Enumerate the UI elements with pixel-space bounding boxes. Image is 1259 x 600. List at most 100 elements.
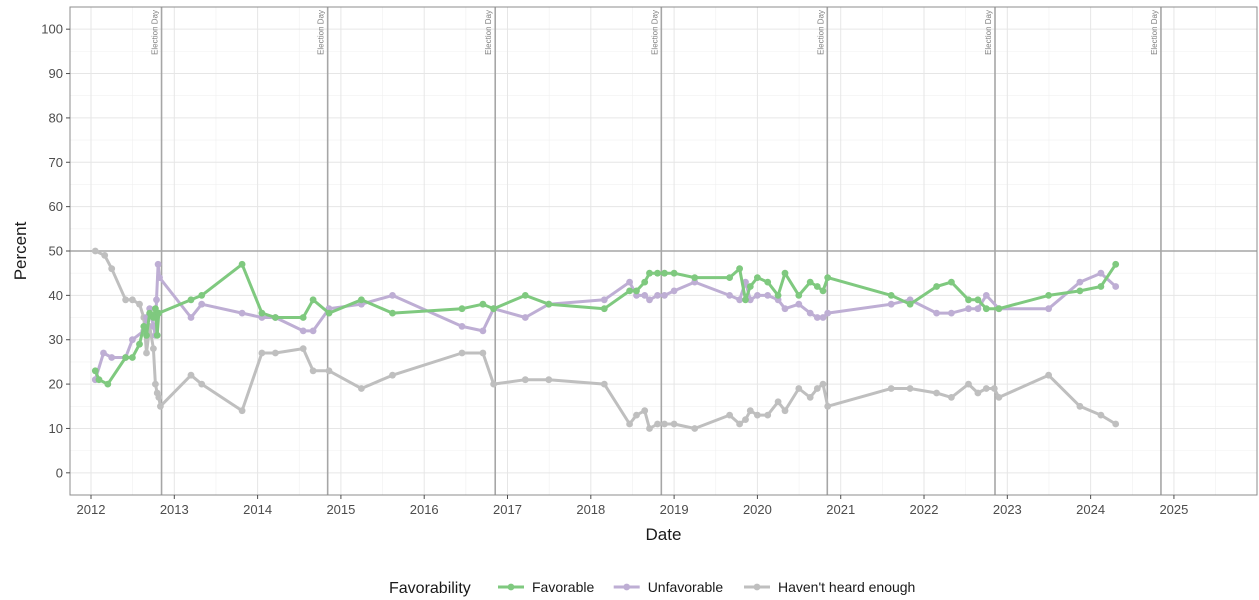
point-unfavorable [746, 296, 754, 304]
y-tick-label: 20 [49, 377, 63, 392]
point-favorable [646, 269, 653, 277]
point-haven-t-heard-enough [641, 407, 649, 415]
point-favorable [150, 314, 157, 321]
point-haven-t-heard-enough [1112, 420, 1120, 428]
point-unfavorable [600, 296, 608, 304]
point-unfavorable [806, 309, 814, 317]
point-haven-t-heard-enough [272, 349, 279, 357]
point-haven-t-heard-enough [238, 407, 246, 415]
election-day-label: Election Day [317, 10, 326, 55]
point-favorable [325, 309, 333, 317]
point-haven-t-heard-enough [122, 296, 129, 304]
point-unfavorable [813, 314, 821, 321]
point-haven-t-heard-enough [479, 349, 487, 357]
point-favorable [670, 269, 678, 277]
point-favorable [736, 265, 743, 273]
point-haven-t-heard-enough [490, 380, 497, 388]
point-unfavorable [781, 305, 789, 313]
y-tick-label: 0 [56, 465, 63, 480]
election-day-label: Election Day [1150, 10, 1159, 55]
x-tick-label: 2016 [410, 502, 439, 517]
point-favorable [764, 278, 772, 286]
legend-label: Haven't heard enough [778, 579, 915, 595]
legend-key-favorable: Favorable [498, 579, 594, 595]
point-favorable [521, 292, 529, 299]
point-haven-t-heard-enough [813, 385, 821, 392]
point-haven-t-heard-enough [906, 385, 914, 392]
point-haven-t-heard-enough [150, 345, 157, 352]
election-day-label: Election Day [151, 10, 160, 55]
series-unfavorable [91, 260, 1120, 384]
point-unfavorable [1076, 278, 1084, 286]
point-haven-t-heard-enough [91, 247, 99, 255]
point-haven-t-heard-enough [600, 380, 608, 388]
point-unfavorable [1097, 269, 1105, 277]
point-unfavorable [479, 327, 487, 335]
point-favorable [633, 287, 640, 295]
point-haven-t-heard-enough [995, 394, 1003, 401]
point-favorable [258, 309, 266, 317]
point-haven-t-heard-enough [521, 376, 529, 384]
point-unfavorable [824, 309, 832, 317]
point-favorable [887, 292, 895, 299]
point-haven-t-heard-enough [358, 385, 365, 392]
point-unfavorable [670, 287, 678, 295]
point-unfavorable [100, 349, 107, 357]
x-tick-label: 2021 [826, 502, 855, 517]
y-tick-label: 90 [49, 66, 63, 81]
point-haven-t-heard-enough [129, 296, 136, 304]
point-favorable [641, 278, 649, 286]
point-haven-t-heard-enough [742, 416, 749, 423]
point-favorable [626, 287, 633, 295]
point-unfavorable [299, 327, 307, 335]
y-tick-label: 60 [49, 199, 63, 214]
point-haven-t-heard-enough [746, 407, 754, 415]
x-tick-label: 2014 [243, 502, 272, 517]
point-haven-t-heard-enough [670, 420, 678, 428]
point-favorable [91, 367, 99, 375]
point-haven-t-heard-enough [1076, 402, 1084, 410]
y-axis-title: Percent [11, 221, 30, 280]
point-haven-t-heard-enough [1097, 411, 1105, 419]
point-unfavorable [1045, 305, 1052, 313]
point-haven-t-heard-enough [101, 252, 109, 259]
point-haven-t-heard-enough [187, 371, 195, 379]
point-unfavorable [108, 354, 116, 361]
point-haven-t-heard-enough [819, 380, 827, 388]
point-unfavorable [521, 314, 529, 321]
legend: Favorability Favorable Unfavorable Haven't… [389, 579, 915, 597]
point-haven-t-heard-enough [198, 380, 206, 388]
point-favorable [600, 305, 608, 313]
line-favorable [93, 262, 1118, 386]
election-day-label: Election Day [650, 10, 659, 55]
point-favorable [140, 323, 148, 330]
point-unfavorable [389, 292, 396, 299]
point-haven-t-heard-enough [258, 349, 266, 357]
point-haven-t-heard-enough [933, 389, 940, 397]
point-favorable [754, 274, 761, 281]
point-haven-t-heard-enough [974, 389, 982, 397]
point-favorable [781, 269, 789, 277]
y-tick-label: 80 [49, 110, 63, 125]
point-favorable [746, 283, 754, 290]
point-favorable [389, 309, 396, 317]
point-haven-t-heard-enough [646, 425, 653, 432]
point-unfavorable [974, 305, 982, 313]
point-haven-t-heard-enough [661, 420, 668, 428]
point-haven-t-heard-enough [764, 411, 772, 419]
point-haven-t-heard-enough [781, 407, 789, 415]
point-favorable [819, 287, 827, 295]
series-favorable [91, 260, 1120, 388]
point-favorable [155, 309, 163, 317]
point-favorable [661, 269, 668, 277]
y-tick-label: 40 [49, 288, 63, 303]
x-tick-label: 2025 [1159, 502, 1188, 517]
point-haven-t-heard-enough [155, 394, 163, 401]
axes: 0 10 20 30 40 50 60 70 80 90 100 2012 2013 2014 2015 20… [41, 22, 1188, 517]
y-tick-label: 30 [49, 332, 63, 347]
legend-title: Favorability [389, 580, 471, 597]
point-unfavorable [626, 278, 633, 286]
x-tick-label: 2020 [743, 502, 772, 517]
point-haven-t-heard-enough [754, 411, 761, 419]
